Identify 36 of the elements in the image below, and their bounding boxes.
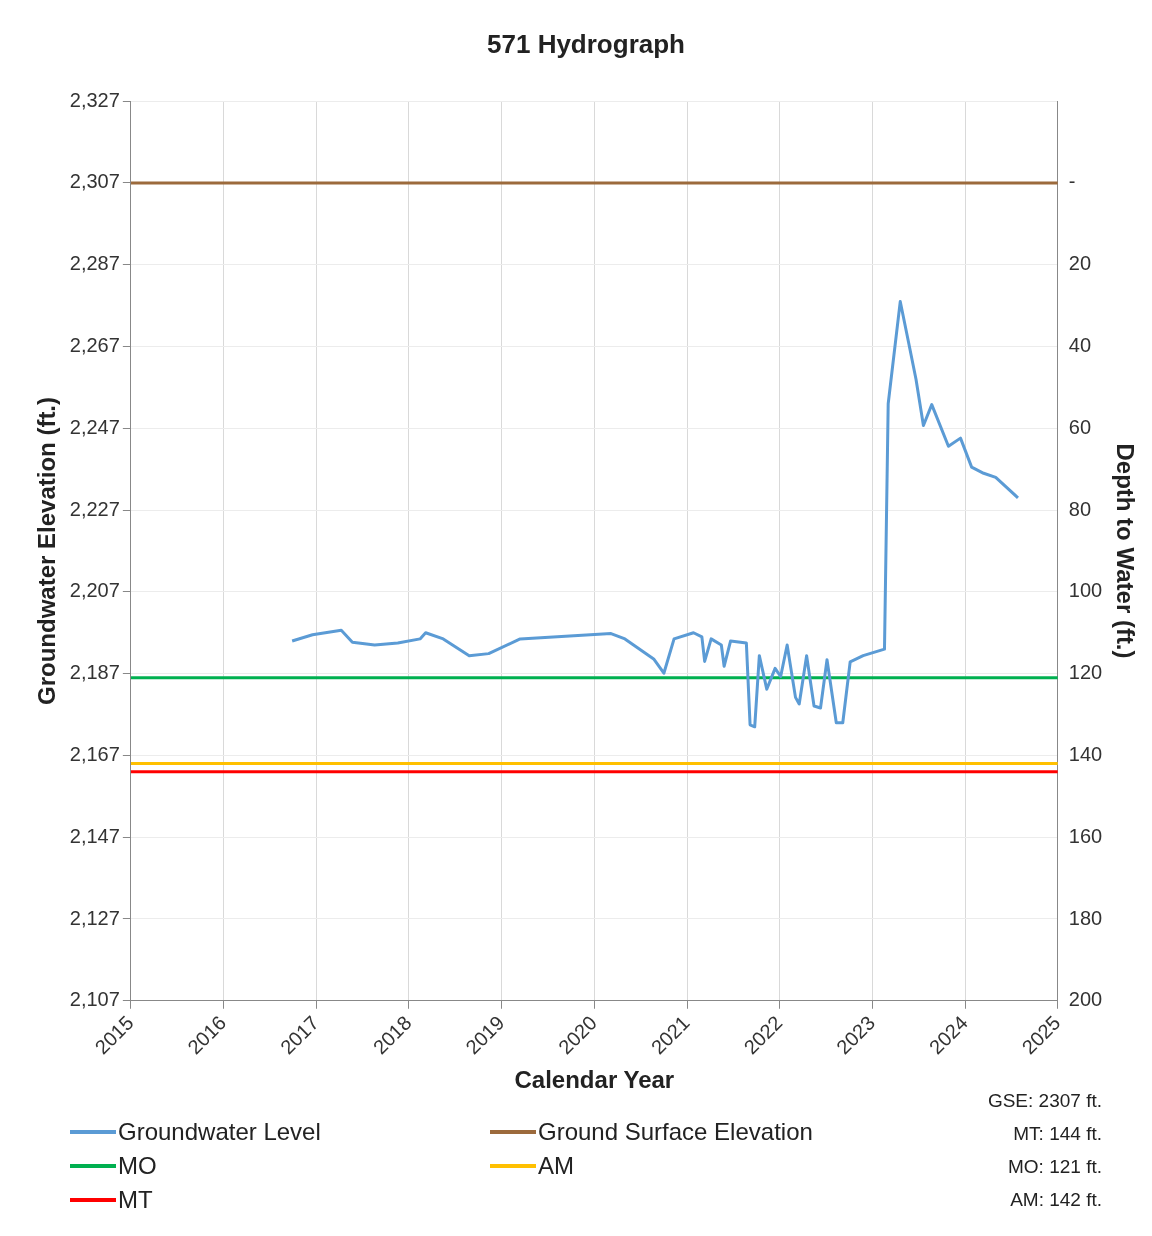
y2-tick-label: 120	[1068, 661, 1103, 684]
x-axis-title: Calendar Year	[514, 1066, 675, 1094]
y-tick-label: 2,107	[69, 988, 120, 1011]
y-tick-label: 2,307	[69, 170, 120, 193]
y2-tick-label: 60	[1068, 415, 1092, 438]
y-tick-label: 2,247	[69, 415, 120, 438]
y2-tick-label: 140	[1068, 742, 1103, 765]
legend-label: AM	[538, 1152, 574, 1180]
legend-label: MO	[118, 1152, 157, 1180]
legend-label: Groundwater Level	[118, 1118, 321, 1146]
y2-axis-title: Depth to Water (ft.)	[1111, 443, 1139, 659]
text: MO: 121 ft.	[1007, 1155, 1102, 1179]
y-tick-label: 2,147	[69, 824, 120, 847]
y-tick-label: 2,227	[69, 497, 120, 520]
legend-label: Ground Surface Elevation	[538, 1118, 813, 1146]
y2-tick-label: -	[1068, 170, 1076, 193]
y-axis-title: Groundwater Elevation (ft.)	[33, 396, 61, 705]
y-tick-label: 2,327	[69, 88, 120, 111]
legend-label: MT	[118, 1186, 153, 1214]
y-tick-label: 2,187	[69, 661, 120, 684]
y2-tick-label: 160	[1068, 824, 1103, 847]
y2-tick-label: 200	[1068, 988, 1103, 1011]
y2-tick-label: 100	[1068, 579, 1103, 602]
y-tick-label: 2,167	[69, 742, 120, 765]
chart-title: 571 Hydrograph	[487, 28, 685, 59]
text: GSE: 2307 ft.	[987, 1089, 1102, 1113]
y2-tick-label: 40	[1068, 334, 1092, 357]
y-tick-label: 2,287	[69, 252, 120, 275]
y2-tick-label: 20	[1068, 252, 1092, 275]
y-tick-label: 2,207	[69, 579, 120, 602]
y2-tick-label: 80	[1068, 497, 1092, 520]
y-tick-label: 2,127	[69, 906, 120, 929]
text: MT: 144 ft.	[1012, 1122, 1102, 1146]
text: AM: 142 ft.	[1009, 1188, 1102, 1212]
y2-tick-label: 180	[1068, 906, 1103, 929]
y-tick-label: 2,267	[69, 334, 120, 357]
